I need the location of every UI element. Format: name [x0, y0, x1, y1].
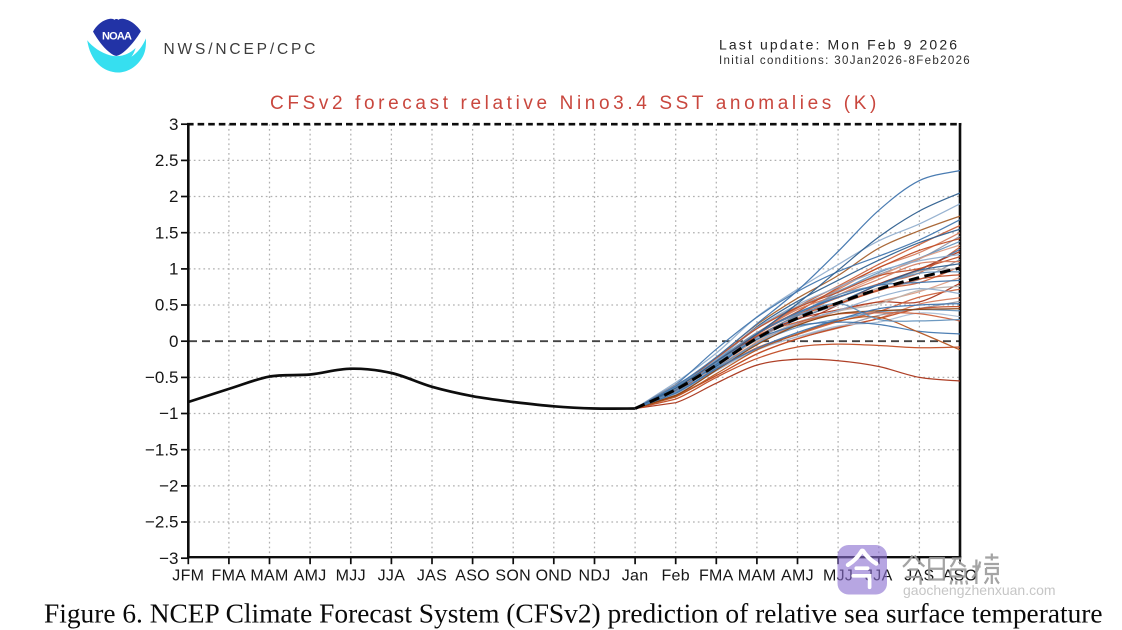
svg-text:FMA: FMA	[699, 567, 734, 584]
svg-text:AMJ: AMJ	[294, 567, 327, 584]
svg-text:AMJ: AMJ	[781, 567, 814, 584]
svg-text:FMA: FMA	[212, 567, 247, 584]
svg-text:CFSv2 forecast relative Nino3.: CFSv2 forecast relative Nino3.4 SST anom…	[270, 93, 880, 114]
svg-text:1: 1	[169, 260, 178, 279]
svg-text:JJA: JJA	[378, 567, 406, 584]
svg-text:MJJ: MJJ	[336, 567, 366, 584]
svg-text:3: 3	[169, 115, 178, 134]
svg-text:Last update: Mon Feb 9 2026: Last update: Mon Feb 9 2026	[719, 37, 959, 53]
svg-text:Jan: Jan	[622, 567, 649, 584]
svg-text:MAM: MAM	[738, 567, 776, 584]
svg-text:JAS: JAS	[417, 567, 447, 584]
svg-text:−3: −3	[159, 549, 178, 568]
svg-text:−1: −1	[159, 404, 178, 423]
svg-text:ASO: ASO	[455, 567, 490, 584]
svg-text:gaochengzhenxuan.com: gaochengzhenxuan.com	[903, 582, 1056, 598]
svg-text:0.5: 0.5	[155, 296, 179, 315]
svg-text:Figure 6. NCEP Climate Forecas: Figure 6. NCEP Climate Forecast System (…	[44, 599, 1103, 629]
svg-text:2: 2	[169, 187, 178, 206]
svg-text:2.5: 2.5	[155, 151, 179, 170]
svg-text:Initial conditions: 30Jan2026-: Initial conditions: 30Jan2026-8Feb2026	[719, 55, 971, 67]
svg-text:1.5: 1.5	[155, 223, 179, 242]
svg-text:NOAA: NOAA	[102, 30, 132, 42]
svg-text:−1.5: −1.5	[145, 440, 179, 459]
svg-text:−2: −2	[159, 477, 178, 496]
svg-text:NWS/NCEP/CPC: NWS/NCEP/CPC	[164, 41, 319, 58]
svg-text:OND: OND	[536, 567, 572, 584]
svg-text:SON: SON	[495, 567, 531, 584]
svg-text:JFM: JFM	[172, 567, 204, 584]
svg-text:−2.5: −2.5	[145, 513, 179, 532]
svg-text:MAM: MAM	[250, 567, 288, 584]
svg-text:−0.5: −0.5	[145, 368, 179, 387]
svg-text:Feb: Feb	[661, 567, 689, 584]
svg-text:JAS: JAS	[904, 567, 934, 584]
svg-text:NDJ: NDJ	[578, 567, 610, 584]
svg-text:0: 0	[169, 332, 178, 351]
